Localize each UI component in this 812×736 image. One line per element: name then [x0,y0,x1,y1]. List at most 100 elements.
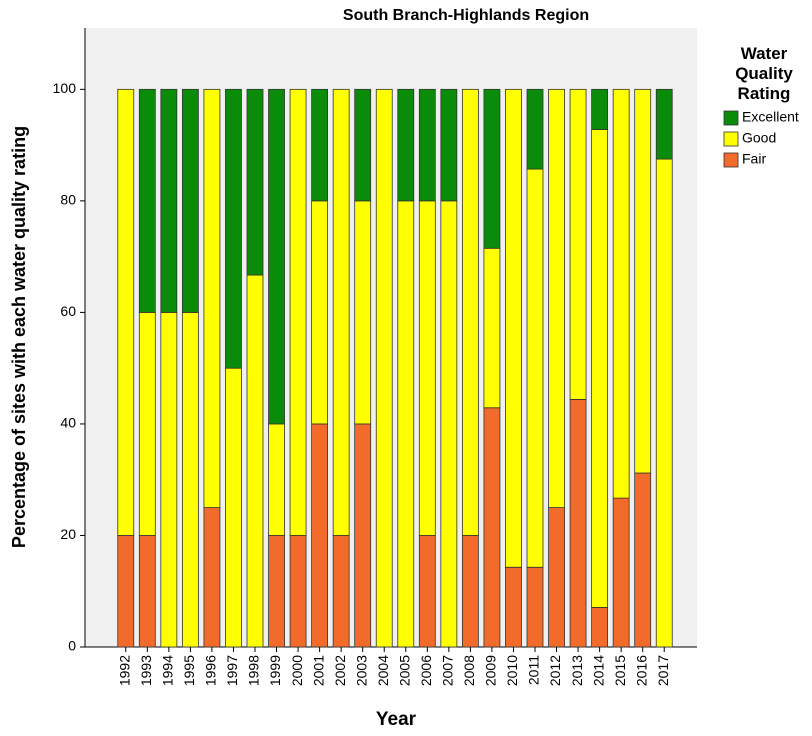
bar-segment [612,88,630,499]
bar-segment [440,88,458,202]
bar-segment [591,607,609,648]
x-tick-label: 2008 [461,655,477,686]
bar-segment [548,88,565,508]
bar-segment [181,88,199,313]
x-tick-label: 2002 [332,655,348,686]
bar-segment [311,200,329,425]
bar-segment [332,535,350,648]
bar-segment [117,535,135,648]
bar-segment [160,88,178,313]
bar-segment [569,398,587,648]
legend-swatch [723,110,739,126]
x-tick-label: 2005 [396,655,412,686]
y-tick-label: 0 [68,638,76,654]
y-tick-label: 40 [60,415,76,431]
bar-segment [311,88,329,202]
x-tick-label: 1993 [138,655,154,686]
bar-segment [548,507,565,648]
legend-label: Good [742,130,776,146]
bar-segment [634,88,652,474]
bar-segment [332,88,350,536]
bar-segment [225,367,242,648]
legend-title: Water Quality Rating [735,44,793,103]
bar-segment [160,312,178,648]
bar-segment [203,507,221,648]
bar-segment [526,566,544,648]
bar-segment [461,535,479,648]
legend-swatch [723,131,739,147]
bar-segment [138,312,156,536]
x-tick-label: 1992 [116,655,132,686]
bar-segment [138,535,156,648]
y-tick-label: 80 [60,192,76,208]
x-tick-label: 2013 [569,655,585,686]
x-tick-label: 2007 [440,655,456,686]
bar-segment [418,88,436,202]
x-tick-label: 2012 [547,655,563,686]
bar-segment [181,312,199,648]
bar-segment [483,407,501,648]
y-tick-label: 60 [60,303,76,319]
bar-segment [634,472,652,648]
bar-segment [655,88,673,160]
bar-segment [138,88,156,313]
bar-segment [461,88,479,536]
bar-segment [268,423,285,536]
bar-segment [418,535,436,648]
chart-title: South Branch-Highlands Region [343,7,589,24]
bar-segment [569,88,587,400]
bar-segment [505,566,522,648]
x-tick-label: 2014 [590,655,606,686]
y-tick-label: 100 [53,80,77,96]
x-tick-label: 1998 [246,655,262,686]
x-tick-label: 2017 [655,655,671,686]
x-tick-label: 2000 [289,655,305,686]
bar-segment [418,200,436,536]
bar-segment [225,88,242,369]
x-tick-label: 2015 [612,655,628,686]
x-tick-label: 1999 [267,655,283,686]
bar-segment [397,200,415,648]
bar-segment [289,535,307,648]
bar-segment [526,88,544,170]
bar-segment [483,88,501,249]
bar-segment [268,535,285,648]
x-tick-label: 2011 [526,655,542,685]
x-tick-label: 2006 [418,655,434,686]
bar-segment [591,88,609,130]
x-tick-label: 2009 [483,655,499,686]
x-tick-label: 1996 [203,655,219,686]
x-tick-label: 1994 [160,655,176,686]
bar-segment [354,423,372,648]
y-axis-title: Percentage of sites with each water qual… [9,126,29,548]
x-tick-label: 2003 [353,655,369,686]
bar-segment [289,88,307,536]
legend-label: Excellent [742,109,799,125]
bar-segment [591,129,609,608]
bar-segment [526,168,544,568]
x-tick-label: 2001 [310,655,326,686]
bar-segment [505,88,522,568]
x-tick-label: 2010 [504,655,520,686]
y-tick-label: 20 [60,526,76,542]
bar-segment [246,274,264,648]
bar-segment [440,200,458,648]
legend-label: Fair [742,151,766,167]
bar-segment [246,88,264,276]
bar-segment [375,88,393,648]
bar-segment [612,497,630,648]
x-tick-label: 2004 [375,655,391,686]
legend-swatch [723,152,739,168]
x-tick-label: 1997 [224,655,240,686]
x-axis-title: Year [376,709,417,730]
bar-segment [354,88,372,202]
bar-segment [203,88,221,508]
bar-segment [117,88,135,536]
bar-segment [655,158,673,648]
bar-segment [354,200,372,425]
x-tick-label: 1995 [181,655,197,686]
bar-segment [268,88,285,425]
x-tick-label: 2016 [633,655,649,686]
